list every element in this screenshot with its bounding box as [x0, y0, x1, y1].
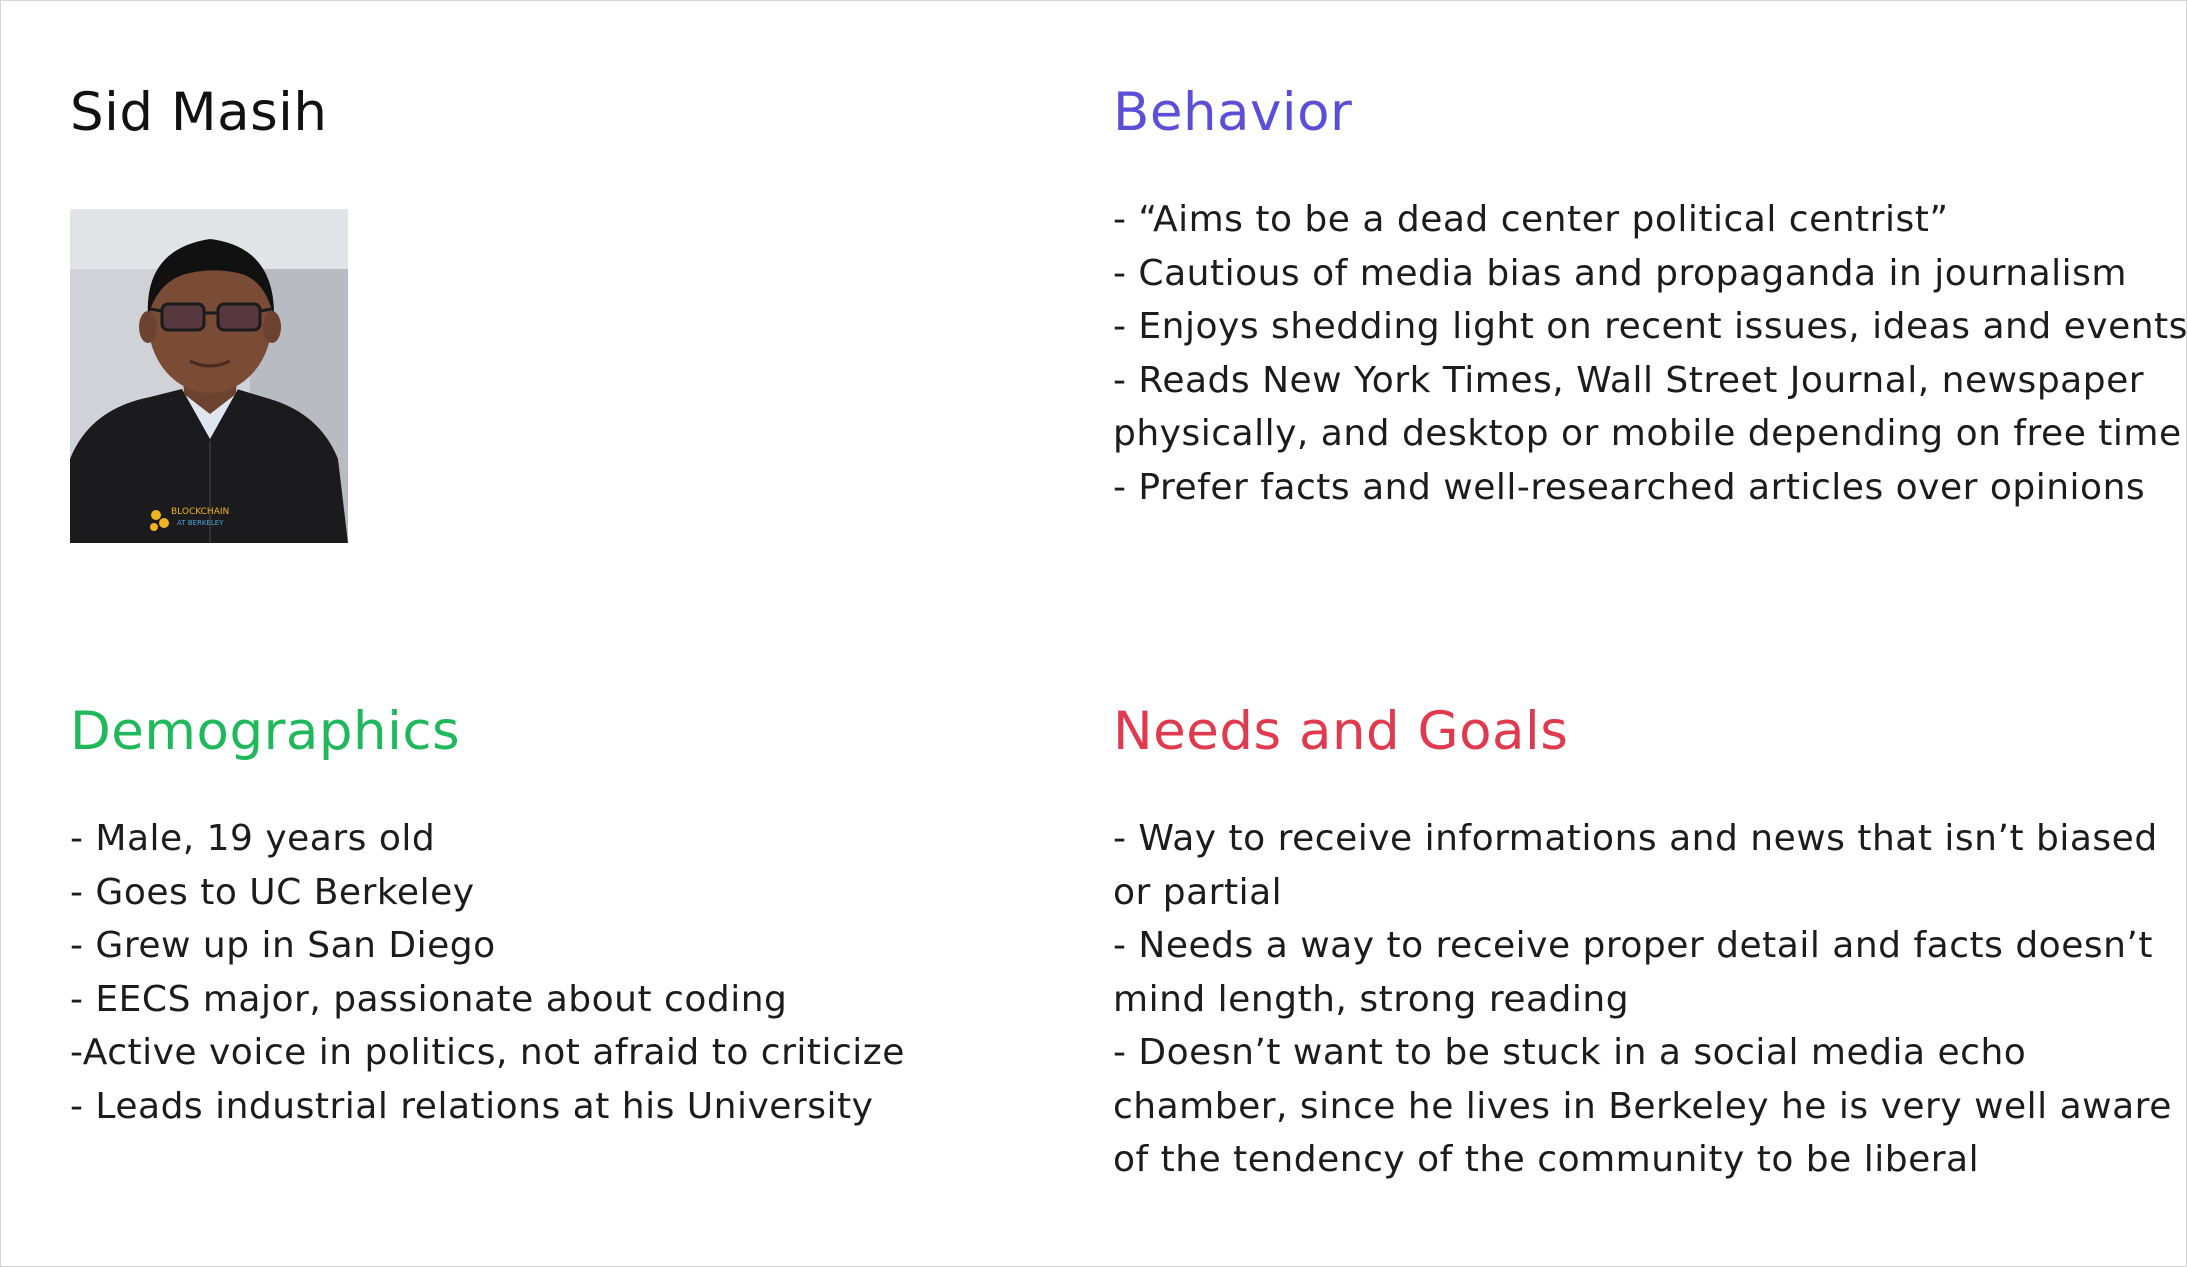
needs-goals-title: Needs and Goals	[1113, 701, 1569, 762]
list-item: chamber, since he lives in Berkeley he i…	[1113, 1085, 2172, 1127]
portrait-photo-icon: BLOCKCHAIN AT BERKELEY	[70, 209, 348, 543]
list-item: - Grew up in San Diego	[70, 925, 496, 966]
list-item: -Active voice in politics, not afraid to…	[70, 1032, 905, 1073]
persona-name: Sid Masih	[70, 82, 328, 143]
persona-photo: BLOCKCHAIN AT BERKELEY	[70, 209, 348, 543]
list-item: - Cautious of media bias and propaganda …	[1113, 252, 2127, 294]
list-item: - Prefer facts and well-researched artic…	[1113, 466, 2146, 508]
list-item: - Needs a way to receive proper detail a…	[1113, 925, 2153, 966]
list-item: or partial	[1113, 871, 1283, 913]
svg-text:BLOCKCHAIN: BLOCKCHAIN	[171, 507, 229, 517]
behavior-title: Behavior	[1113, 82, 1353, 143]
list-item: physically, and desktop or mobile depend…	[1113, 413, 2182, 454]
list-item: - Reads New York Times, Wall Street Jour…	[1113, 359, 2145, 401]
list-item: - Way to receive informations and news t…	[1113, 818, 2158, 859]
behavior-list: - “Aims to be a dead center political ce…	[1113, 193, 2187, 514]
list-item: - EECS major, passionate about coding	[70, 978, 788, 1020]
needs-goals-list: - Way to receive informations and news t…	[1113, 812, 2172, 1187]
svg-text:AT BERKELEY: AT BERKELEY	[177, 519, 224, 527]
list-item: - Leads industrial relations at his Univ…	[70, 1085, 874, 1127]
list-item: - Enjoys shedding light on recent issues…	[1113, 306, 2187, 347]
list-item: of the tendency of the community to be l…	[1113, 1139, 1980, 1180]
list-item: - Doesn’t want to be stuck in a social m…	[1113, 1032, 2027, 1073]
demographics-title: Demographics	[70, 701, 461, 762]
list-item: mind length, strong reading	[1113, 978, 1630, 1020]
list-item: - “Aims to be a dead center political ce…	[1113, 199, 1949, 240]
list-item: - Goes to UC Berkeley	[70, 871, 475, 913]
demographics-list: - Male, 19 years old - Goes to UC Berkel…	[70, 812, 905, 1133]
list-item: - Male, 19 years old	[70, 818, 436, 859]
